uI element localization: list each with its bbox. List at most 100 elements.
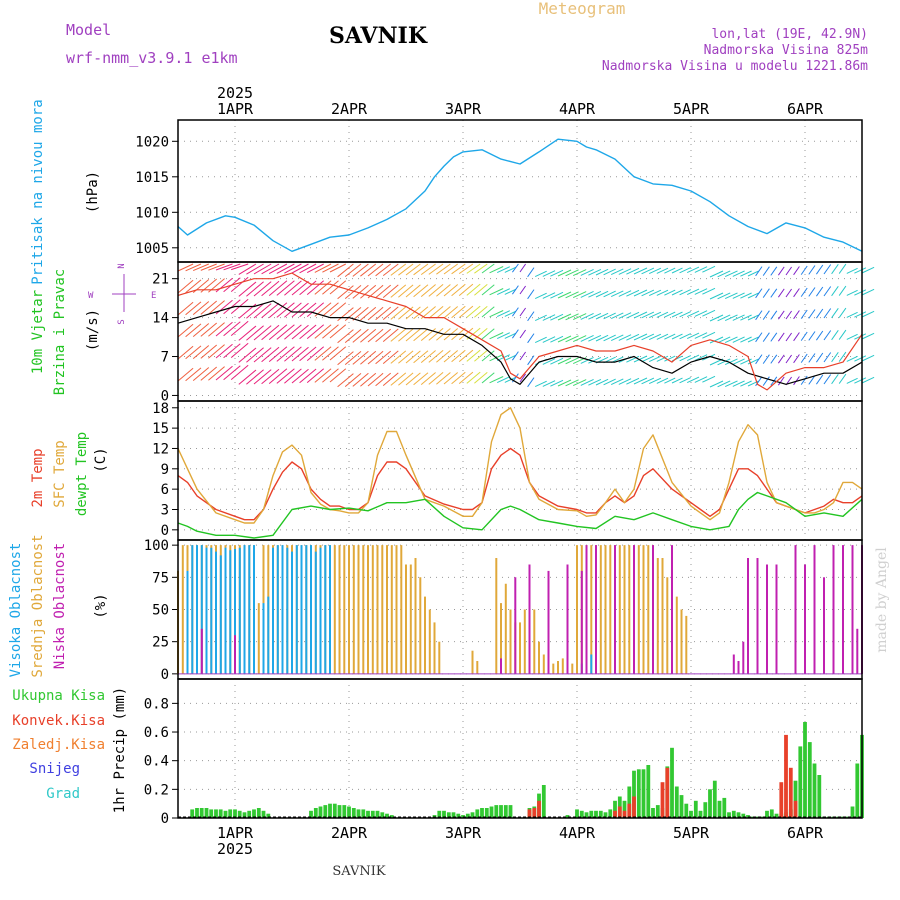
precip-bar xyxy=(765,810,769,818)
wind-gust-line xyxy=(177,272,863,391)
wind-arrow xyxy=(770,288,778,298)
wind-arrow xyxy=(474,328,488,340)
wind-arrow xyxy=(777,266,785,276)
wind-arrow xyxy=(291,263,309,274)
wind-arrow xyxy=(747,314,759,321)
precip-bar xyxy=(489,806,494,818)
wind-arrow xyxy=(770,354,778,364)
wind-arrow xyxy=(808,287,816,297)
wind-arrow xyxy=(284,302,302,318)
wind-arrow xyxy=(329,280,347,295)
precip-bar xyxy=(855,763,860,818)
wind-arrow xyxy=(299,368,317,384)
precip-bar xyxy=(617,806,622,818)
wind-arrow xyxy=(284,280,302,296)
wind-arrow xyxy=(200,300,218,315)
precip-bar xyxy=(613,800,617,818)
wind-arrow xyxy=(641,267,655,275)
wind-arrow xyxy=(823,330,832,341)
wind-arrow xyxy=(215,365,233,381)
precip-bar xyxy=(351,808,356,818)
wind-arrow xyxy=(831,352,839,363)
wind-arrow xyxy=(398,372,414,386)
wind-arrow xyxy=(527,355,535,366)
wind-arrow xyxy=(694,310,708,317)
precip-bar xyxy=(242,812,247,818)
wind-arrow xyxy=(724,314,738,322)
wind-arrow xyxy=(565,379,579,387)
t2m-label: 2m Temp xyxy=(30,448,46,507)
wind-arrow xyxy=(375,350,392,365)
wind-ytick-label: 21 xyxy=(152,272,169,288)
wind-arrow xyxy=(466,263,481,274)
wind-arrow xyxy=(420,372,436,385)
coords-label: lon,lat (19E, 42.9N) xyxy=(711,27,868,42)
wind-arrow xyxy=(656,267,669,274)
wind-arrow xyxy=(815,330,824,341)
wind-arrow xyxy=(747,336,759,343)
wind-arrow xyxy=(337,285,354,300)
wind-arrow xyxy=(709,380,724,388)
wind-arrow xyxy=(306,302,325,317)
wind-arrow xyxy=(208,263,225,271)
wind-arrow xyxy=(633,377,648,385)
wind-arrow xyxy=(382,284,399,298)
wind-arrow xyxy=(306,368,325,383)
wind-arrow xyxy=(299,324,317,340)
bottom-day-label: 2APR xyxy=(331,824,368,842)
temperature-ytick-label: 3 xyxy=(161,502,169,518)
wind-arrow xyxy=(740,270,752,277)
temperature-frame xyxy=(177,400,863,541)
dewpt-label: dewpt Temp xyxy=(74,432,90,516)
wind-arrow xyxy=(208,322,225,337)
precip-bar xyxy=(565,815,570,818)
station-title: SAVNIK xyxy=(329,23,428,49)
wind-arrow xyxy=(504,376,517,383)
wind-arrow xyxy=(246,263,264,275)
wind-arrow xyxy=(679,333,692,340)
wind-arrow xyxy=(451,263,466,275)
wind-arrow xyxy=(633,267,648,275)
wind-arrow xyxy=(405,284,421,298)
wind-arrow xyxy=(496,288,511,296)
wind-arrow xyxy=(329,302,347,317)
wind-arrow xyxy=(223,343,241,359)
wind-arrow xyxy=(504,310,517,317)
precip-bar xyxy=(731,810,736,818)
wind-arrow xyxy=(527,377,535,388)
wind-arrows xyxy=(177,263,875,388)
wind-arrow xyxy=(770,266,778,276)
wind-arrow xyxy=(777,376,785,386)
wind-arrow xyxy=(846,377,858,384)
wind-arrow xyxy=(329,263,347,273)
wind-arrow xyxy=(686,266,700,274)
wind-arrow xyxy=(785,354,793,364)
precip-bar xyxy=(499,805,503,818)
wind-arrow xyxy=(268,324,288,340)
wind-arrow xyxy=(474,263,488,274)
temperature-ytick-label: 0 xyxy=(161,523,169,539)
pressure-ytick-label: 1005 xyxy=(135,241,169,257)
wind-arrow xyxy=(588,312,602,320)
precip-bar xyxy=(389,815,394,818)
wind-arrow xyxy=(215,343,233,359)
wind-arrow xyxy=(367,372,384,387)
precip-bar xyxy=(437,810,442,818)
wind-arrow xyxy=(306,280,325,295)
wind-arrow xyxy=(565,335,579,343)
wind-arrow xyxy=(854,377,867,384)
wind-arrow xyxy=(314,263,332,273)
wind-arrow xyxy=(618,268,632,275)
wind-arrow xyxy=(709,314,724,322)
wind-arrow xyxy=(382,328,399,342)
wind-arrow xyxy=(542,292,556,299)
wind-arrow xyxy=(284,263,302,274)
wind-arrow xyxy=(762,288,770,298)
wind-arrow xyxy=(534,380,547,388)
wind-arrow xyxy=(580,290,594,298)
wind-arrow xyxy=(648,311,662,319)
wind-arrow xyxy=(800,331,808,341)
precip-bar xyxy=(679,795,684,818)
wind-arrow xyxy=(557,379,572,387)
wind-arrow xyxy=(595,268,609,276)
